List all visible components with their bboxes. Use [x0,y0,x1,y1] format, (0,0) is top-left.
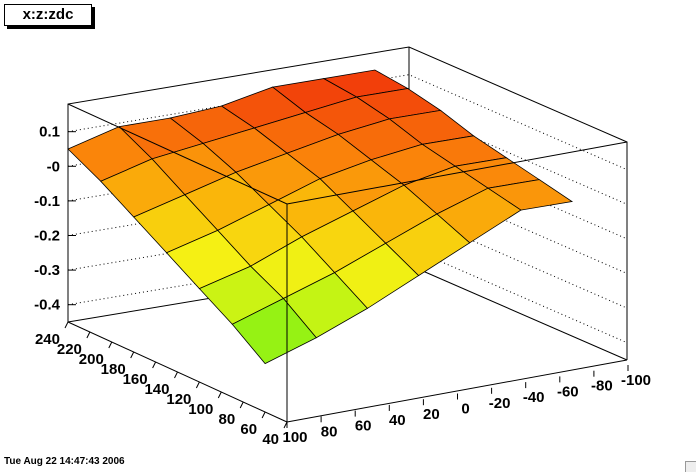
floor-edge-right [408,264,628,361]
x-tick-label: 60 [240,421,257,438]
z-tick-label: -0.2 [34,227,60,244]
x-tick [86,331,91,339]
y-tick-label: 0 [461,401,469,418]
z-tick-label: -0.4 [34,297,61,314]
x-tick-label: 100 [188,401,213,418]
x-tick-label: 160 [123,371,148,388]
z-tick-label: -0.1 [34,193,60,210]
grid-line [67,177,628,274]
grid-line [67,143,628,240]
x-tick-label: 220 [57,341,82,358]
y-tick-label: 80 [321,423,338,440]
chart-title: x:z:zdc [4,4,92,26]
y-tick-label: -100 [621,372,651,389]
x-tick-label: 40 [262,431,279,448]
z-tick-label: -0 [47,158,60,175]
x-tick [239,401,244,409]
y-tick-label: -60 [557,383,579,400]
x-tick-label: 140 [144,381,169,398]
y-tick-label: -40 [523,389,545,406]
x-tick [261,411,266,419]
x-tick [174,371,178,379]
x-tick [217,391,222,399]
front-edge-right [286,359,628,423]
z-tick-label: -0.3 [34,262,60,279]
x-tick-label: 240 [35,331,60,348]
top-front-frame [67,103,628,205]
grid-line [67,247,628,344]
x-tick-label: 120 [166,391,191,408]
y-tick-label: 20 [423,406,440,423]
surface-cell [231,298,317,365]
x-tick [195,381,200,389]
x-tick [64,321,69,329]
grid-line [67,212,628,309]
y-tick-label: -20 [489,395,511,412]
y-tick-label: 100 [282,429,307,446]
x-tick [152,361,157,369]
x-tick-label: 80 [219,411,236,428]
x-tick [130,351,135,359]
grid-line [67,108,628,205]
resize-corner [685,461,696,472]
x-tick-label: 180 [101,361,126,378]
grid-line [67,74,628,171]
y-tick-label: 60 [355,418,372,435]
x-tick [108,341,113,349]
y-tick-label: -80 [591,378,613,395]
y-tick-label: 40 [389,412,406,429]
z-tick-label: 0.1 [39,124,60,141]
x-tick-label: 200 [79,351,104,368]
timestamp: Tue Aug 22 14:47:43 2006 [4,456,125,467]
